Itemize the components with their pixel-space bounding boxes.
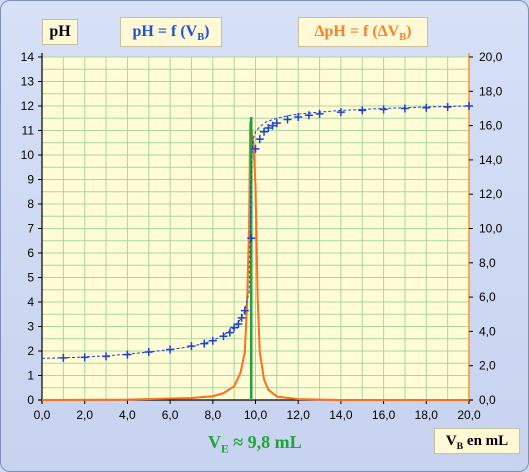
x-axis-label: VB en mL [434, 428, 520, 454]
ph-marker [144, 347, 153, 356]
y-axis-left-label: pH [42, 19, 78, 45]
x-tick-label: 8,0 [204, 408, 221, 422]
ph-marker [264, 124, 273, 133]
y-right-tick-label: 18,0 [479, 84, 503, 98]
ph-marker [234, 320, 243, 329]
y-left-tick-label: 0 [27, 393, 34, 407]
ph-marker [465, 102, 473, 110]
ph-marker [251, 144, 260, 153]
dph-series-title: ΔpH = f (ΔVB) [298, 17, 428, 47]
x-tick-label: 2,0 [76, 408, 93, 422]
x-tick-label: 18,0 [415, 408, 439, 422]
y-left-tick-label: 6 [27, 246, 34, 260]
ph-marker [400, 104, 409, 113]
y-left-tick-label: 8 [27, 197, 34, 211]
ph-marker [268, 121, 277, 130]
ph-marker [247, 234, 256, 243]
ph-marker [304, 111, 313, 120]
ph-marker [358, 106, 367, 115]
ph-marker [272, 119, 281, 128]
ph-marker [80, 353, 89, 362]
y-right-tick-label: 20,0 [479, 50, 503, 64]
y-right-tick-label: 2,0 [479, 359, 496, 373]
ph-marker [225, 328, 234, 337]
y-left-tick-label: 13 [21, 75, 35, 89]
ph-marker [294, 113, 303, 122]
ph-marker [422, 103, 431, 112]
x-tick-label: 16,0 [372, 408, 396, 422]
ph-marker [255, 135, 264, 144]
y-left-tick-label: 11 [22, 124, 35, 138]
y-left-tick-label: 4 [27, 295, 34, 309]
y-right-tick-label: 0,0 [479, 393, 496, 407]
ph-marker [219, 332, 228, 341]
y-right-tick-label: 16,0 [479, 119, 503, 133]
y-left-tick-label: 5 [27, 271, 34, 285]
y-right-tick-label: 6,0 [479, 290, 496, 304]
ph-marker [315, 109, 324, 118]
y-left-tick-label: 7 [27, 222, 34, 236]
y-left-tick-label: 12 [21, 99, 35, 113]
ph-series-title: pH = f (VB) [120, 17, 222, 47]
ph-marker [283, 115, 292, 124]
y-right-tick-label: 8,0 [479, 256, 496, 270]
ph-marker [443, 102, 452, 111]
x-tick-label: 20,0 [457, 408, 481, 422]
ph-marker [102, 352, 111, 361]
y-right-tick-label: 4,0 [479, 324, 496, 338]
x-tick-label: 10,0 [244, 408, 268, 422]
y-left-tick-label: 14 [21, 50, 35, 64]
ph-marker [187, 342, 196, 351]
x-tick-label: 12,0 [287, 408, 311, 422]
ph-marker [240, 306, 249, 315]
x-tick-label: 6,0 [162, 408, 179, 422]
ph-marker [260, 127, 269, 136]
y-left-tick-label: 3 [27, 320, 34, 334]
ph-marker [379, 105, 388, 114]
ph-marker [230, 323, 239, 332]
ph-marker [208, 336, 217, 345]
y-left-tick-label: 2 [27, 344, 34, 358]
equivalence-volume-label: VE ≈ 9,8 mL [208, 432, 302, 456]
ph-marker [200, 339, 209, 348]
x-tick-label: 14,0 [329, 408, 353, 422]
ph-marker [123, 350, 132, 359]
x-tick-label: 0,0 [34, 408, 51, 422]
ph-marker [237, 313, 246, 322]
y-right-tick-label: 12,0 [479, 187, 503, 201]
ph-marker [336, 108, 345, 117]
y-left-tick-label: 9 [27, 173, 34, 187]
y-right-tick-label: 14,0 [479, 153, 503, 167]
x-tick-label: 4,0 [119, 408, 136, 422]
ph-marker [166, 345, 175, 354]
ph-marker [59, 353, 68, 362]
y-left-tick-label: 10 [21, 148, 35, 162]
y-right-tick-label: 10,0 [479, 222, 503, 236]
y-left-tick-label: 1 [27, 369, 34, 383]
